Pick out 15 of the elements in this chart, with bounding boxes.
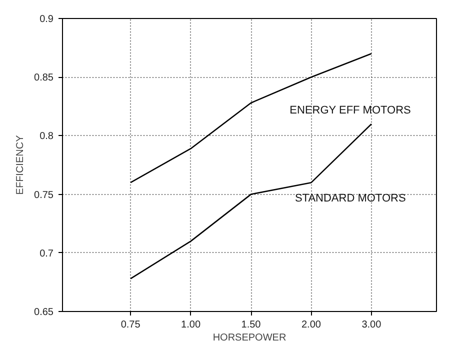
x-tick-label: 0.75 xyxy=(120,320,141,330)
x-tick-label: 2.00 xyxy=(302,320,322,330)
x-tick-label: 1.50 xyxy=(241,320,262,330)
series-label: ENERGY EFF MOTORS xyxy=(290,104,411,116)
x-tick-label: 1.00 xyxy=(181,320,201,330)
y-tick-label: 0.85 xyxy=(34,72,54,84)
x-axis-title: HORSEPOWER xyxy=(212,332,286,344)
y-tick-label: 0.8 xyxy=(40,131,54,142)
y-axis-title: EFFICIENCY xyxy=(15,134,26,195)
y-tick-label: 0.75 xyxy=(34,190,54,201)
y-tick-label: 0.65 xyxy=(34,307,54,318)
y-tick-label: 0.9 xyxy=(40,14,54,25)
x-tick-label: 3.00 xyxy=(362,320,382,330)
series-label: STANDARD MOTORS xyxy=(294,192,406,204)
y-tick-label: 0.7 xyxy=(40,248,54,260)
